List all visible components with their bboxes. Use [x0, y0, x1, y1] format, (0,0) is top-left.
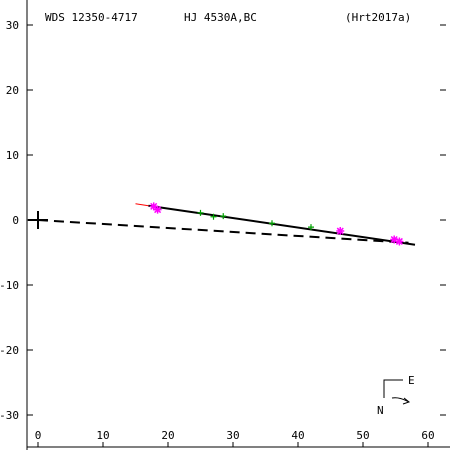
- y-tick-label: 0: [12, 214, 19, 227]
- y-tick-label: -20: [0, 344, 19, 357]
- observation-point-magenta: [336, 227, 345, 236]
- x-tick-label: 50: [356, 429, 369, 442]
- header-wds: WDS 12350-4717: [45, 11, 138, 24]
- axis-ticks: 0 10 20 30 40 50 60 30 20 10 0 -10 -20 -30: [0, 19, 446, 447]
- compass-east-label: E: [408, 374, 415, 387]
- fitted-orbit-line: [148, 204, 416, 246]
- header-pair: HJ 4530A,BC: [184, 11, 257, 24]
- data-lines: [37, 203, 416, 246]
- observation-point-magenta: [390, 235, 399, 244]
- x-tick-label: 0: [35, 429, 42, 442]
- y-tick-label: 10: [6, 149, 19, 162]
- x-tick-label: 40: [291, 429, 304, 442]
- observation-point-green: [269, 220, 275, 227]
- observation-point-green: [197, 209, 204, 216]
- x-tick-label: 30: [226, 429, 239, 442]
- observation-point-magenta: [149, 202, 158, 211]
- x-tick-label: 10: [96, 429, 109, 442]
- observation-point-magenta: [153, 205, 162, 214]
- primary-cross-icon: [28, 211, 48, 229]
- extrapolation-segment: [135, 203, 149, 207]
- primary-star-marker: [28, 211, 48, 229]
- x-tick-label: 20: [161, 429, 174, 442]
- compass: E N: [377, 374, 415, 417]
- observation-point-magenta: [395, 237, 404, 246]
- y-tick-label: 20: [6, 84, 19, 97]
- header-ref: (Hrt2017a): [345, 11, 411, 24]
- observation-point-green: [210, 213, 217, 220]
- y-tick-label: -30: [0, 409, 19, 422]
- compass-north-label: N: [377, 404, 384, 417]
- plot-frame: [26, 0, 450, 450]
- motion-arrow-icon: [391, 397, 411, 405]
- y-tick-label: 30: [6, 19, 19, 32]
- dashed-reference-line: [37, 219, 409, 244]
- x-tick-label: 60: [421, 429, 434, 442]
- data-points: [149, 202, 404, 246]
- observation-point-green: [220, 213, 227, 220]
- y-tick-label: -10: [0, 279, 19, 292]
- observation-point-green: [308, 224, 314, 231]
- compass-north-east-arms: [383, 379, 403, 398]
